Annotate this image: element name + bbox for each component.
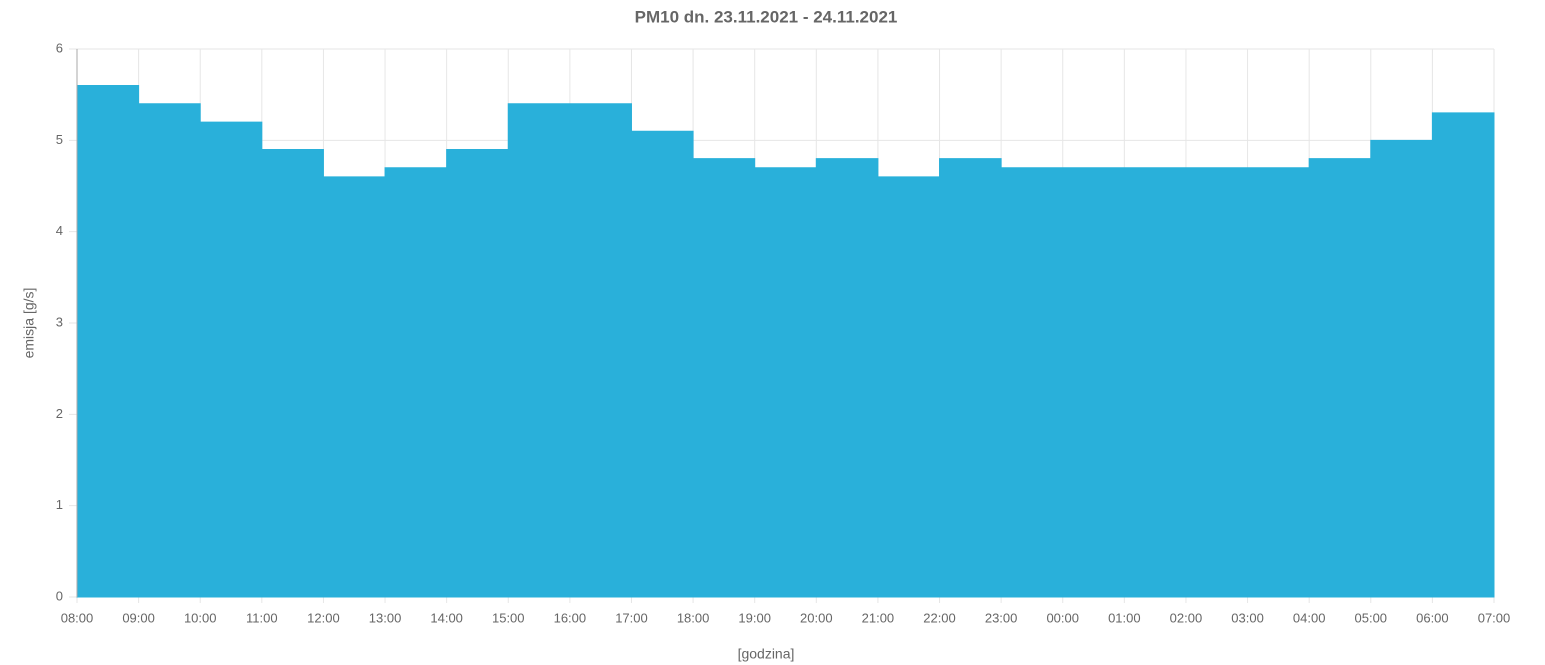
x-tick-label: 12:00: [307, 610, 340, 625]
x-tick-label: 19:00: [738, 610, 771, 625]
x-tick-label: 15:00: [492, 610, 525, 625]
x-tick-label: 10:00: [184, 610, 217, 625]
x-tick-label: 02:00: [1170, 610, 1203, 625]
y-tick-label: 6: [56, 40, 63, 55]
x-tick-label: 14:00: [430, 610, 463, 625]
y-tick-label: 2: [56, 406, 63, 421]
x-tick-label: 16:00: [554, 610, 587, 625]
x-tick-label: 00:00: [1046, 610, 1079, 625]
y-axis-label: emisja [g/s]: [21, 288, 37, 359]
x-tick-label: 07:00: [1478, 610, 1511, 625]
x-tick-label: 21:00: [862, 610, 895, 625]
y-tick-label: 1: [56, 497, 63, 512]
x-tick-label: 23:00: [985, 610, 1018, 625]
x-tick-label: 09:00: [122, 610, 155, 625]
y-tick-label: 5: [56, 132, 63, 147]
x-tick-label: 04:00: [1293, 610, 1326, 625]
x-tick-label: 20:00: [800, 610, 833, 625]
x-tick-label: 05:00: [1355, 610, 1388, 625]
x-tick-label: 17:00: [615, 610, 648, 625]
x-tick-label: 13:00: [369, 610, 402, 625]
x-tick-label: 11:00: [246, 610, 278, 625]
x-tick-label: 22:00: [923, 610, 956, 625]
y-tick-label: 3: [56, 314, 63, 329]
y-tick-label: 4: [56, 223, 63, 238]
y-tick-label: 0: [56, 588, 63, 603]
x-axis-label: [godzina]: [738, 646, 795, 662]
x-tick-label: 08:00: [61, 610, 94, 625]
x-tick-label: 18:00: [677, 610, 710, 625]
step-area: [76, 85, 1495, 598]
x-tick-label: 01:00: [1108, 610, 1141, 625]
x-tick-label: 06:00: [1416, 610, 1449, 625]
chart-title: PM10 dn. 23.11.2021 - 24.11.2021: [635, 7, 898, 26]
x-tick-label: 03:00: [1231, 610, 1264, 625]
